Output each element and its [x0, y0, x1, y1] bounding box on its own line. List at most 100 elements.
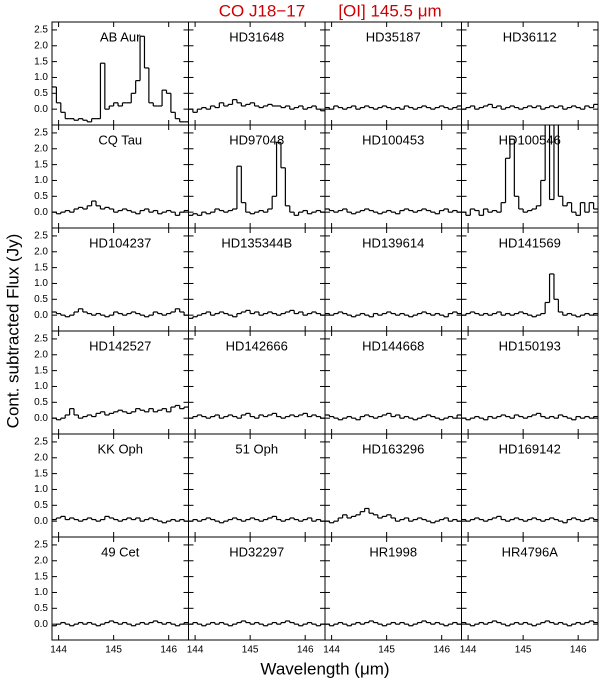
panel-name: HD141569: [499, 235, 561, 250]
y-tick-label: 1.0: [34, 175, 48, 186]
y-tick-label: 0.0: [34, 104, 48, 115]
x-tick-label: 144: [187, 645, 204, 656]
panel-name: HD97048: [229, 132, 284, 147]
y-tick-label: 1.5: [34, 571, 48, 582]
y-tick-label: 2.0: [34, 349, 48, 360]
x-tick-label: 146: [433, 645, 450, 656]
x-tick-label: 146: [160, 645, 177, 656]
y-tick-label: 2.5: [34, 128, 48, 139]
x-tick-label: 145: [105, 645, 122, 656]
y-tick-label: 0.5: [34, 294, 48, 305]
title-co: CO J18−17: [219, 1, 305, 20]
spectrum: [325, 412, 462, 421]
x-tick-label: 144: [50, 645, 67, 656]
panel: HD97048: [188, 124, 326, 229]
y-tick-label: 0.0: [34, 310, 48, 321]
y-tick-label: 1.5: [34, 159, 48, 170]
y-tick-label: 2.0: [34, 143, 48, 154]
panel-name: HR4796A: [502, 544, 559, 559]
panel: HD169142: [461, 433, 599, 538]
panel-name: HD139614: [362, 235, 424, 250]
panel: HD144668: [324, 330, 462, 435]
spectrum: [52, 35, 189, 123]
spectrum: [188, 412, 325, 419]
y-tick-label: 2.5: [34, 25, 48, 36]
panel-name: HD35187: [366, 29, 421, 44]
y-tick-label: 0.0: [34, 413, 48, 424]
panel: HD135344B: [188, 227, 326, 332]
spectrum: [52, 515, 189, 524]
panel: KK Oph 0.0 0.5 1.0 1.5 2.0 2.5: [34, 433, 189, 538]
y-tick-label: 1.0: [34, 72, 48, 83]
panel: HD163296: [324, 433, 462, 538]
y-tick-label: 1.5: [34, 262, 48, 273]
panel-name: HD169142: [499, 441, 561, 456]
y-tick-label: 0.5: [34, 397, 48, 408]
spectrum: [52, 308, 189, 318]
spectrum: [325, 311, 462, 318]
panel: HR4796A 144 145 146: [460, 536, 599, 656]
panel: HD100453: [324, 124, 462, 229]
y-tick-label: 1.5: [34, 56, 48, 67]
panel: HD31648: [188, 21, 326, 126]
panel-name: HD142666: [226, 338, 288, 353]
panel-name: 51 Oph: [235, 441, 278, 456]
y-tick-label: 2.0: [34, 246, 48, 257]
panel: HD35187: [324, 21, 462, 126]
x-tick-label: 146: [570, 645, 587, 656]
spectrum: [461, 515, 598, 524]
y-tick-label: 2.0: [34, 452, 48, 463]
panel-name: CQ Tau: [98, 132, 142, 147]
y-tick-label: 0.0: [34, 516, 48, 527]
y-tick-label: 0.0: [34, 619, 48, 630]
y-tick-label: 0.5: [34, 191, 48, 202]
y-tick-label: 1.0: [34, 587, 48, 598]
y-tick-label: 1.5: [34, 468, 48, 479]
panel-name: HD100453: [362, 132, 424, 147]
spectrum: [325, 208, 462, 215]
spectrum: [188, 99, 325, 113]
panel-frame: [461, 536, 599, 641]
spectrum: [325, 620, 462, 627]
spectrum: [461, 125, 598, 216]
panel: HD150193: [461, 330, 599, 435]
y-tick-label: 2.5: [34, 334, 48, 345]
y-tick-label: 2.5: [34, 231, 48, 242]
panel: HD100546: [461, 124, 599, 229]
y-tick-label: 1.0: [34, 381, 48, 392]
panel-name: HD142527: [89, 338, 151, 353]
spectrum: [52, 200, 189, 216]
spectrum: [188, 309, 325, 319]
panel: HR1998 144 145 146: [323, 536, 462, 656]
spectrum: [52, 404, 189, 421]
spectrum: [188, 141, 325, 216]
y-tick-label: 0.5: [34, 603, 48, 614]
spectrum: [188, 620, 325, 627]
panel-name: HD100546: [499, 132, 561, 147]
x-tick-label: 145: [515, 645, 532, 656]
y-tick-label: 2.5: [34, 540, 48, 551]
panel-name: AB Aur: [100, 29, 141, 44]
y-tick-label: 0.5: [34, 500, 48, 511]
x-tick-label: 145: [378, 645, 395, 656]
panel: HD141569: [461, 227, 599, 332]
panel: HD36112: [461, 21, 599, 126]
panel: HD139614: [324, 227, 462, 332]
spectrum: [461, 412, 598, 421]
panel: AB Aur 0.0 0.5 1.0 1.5 2.0 2.5: [34, 21, 189, 126]
title-oi: [OI] 145.5 μm: [338, 1, 441, 20]
y-tick-label: 2.0: [34, 40, 48, 51]
spectrum: [325, 105, 462, 110]
panel-name: HD36112: [503, 29, 557, 44]
panel: HD142527 0.0 0.5 1.0 1.5 2.0 2.5: [34, 330, 189, 435]
panel: HD142666: [188, 330, 326, 435]
panel: HD104237 0.0 0.5 1.0 1.5 2.0 2.5: [34, 227, 189, 332]
panel-name: HD150193: [499, 338, 561, 353]
y-tick-label: 2.0: [34, 555, 48, 566]
spectrum: [461, 620, 598, 627]
x-axis-label: Wavelength (μm): [260, 659, 389, 678]
spectrum: [188, 515, 325, 524]
y-tick-label: 2.5: [34, 437, 48, 448]
y-tick-label: 0.0: [34, 207, 48, 218]
